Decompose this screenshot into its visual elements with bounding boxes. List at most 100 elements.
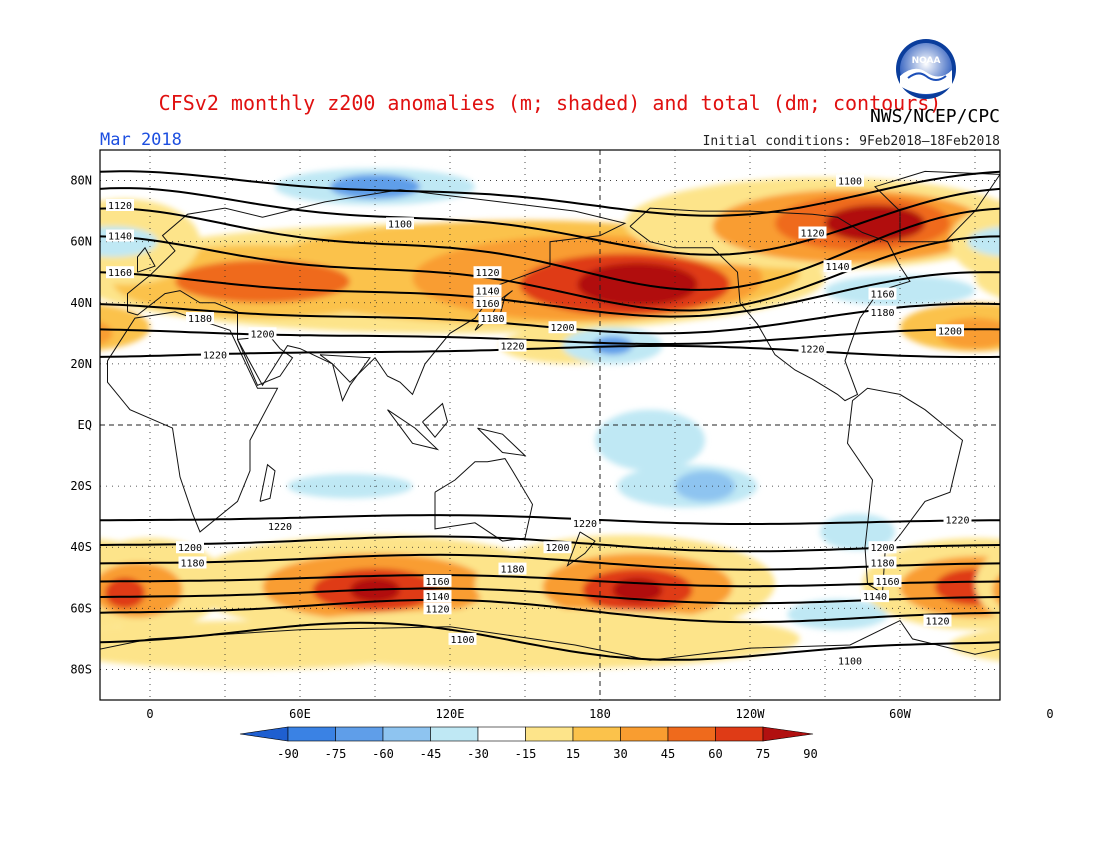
svg-text:1220: 1220 xyxy=(945,516,969,527)
svg-text:1200: 1200 xyxy=(545,543,569,554)
contour-label: 1180 xyxy=(178,556,207,570)
svg-text:1180: 1180 xyxy=(188,314,212,325)
height-contour xyxy=(100,207,1000,291)
colorbar-label: -45 xyxy=(420,747,442,761)
colorbar-arrow-right xyxy=(762,726,814,742)
coastline xyxy=(1008,312,1100,532)
contour-label: 1180 xyxy=(186,312,214,325)
colorbar-label: -75 xyxy=(325,747,347,761)
coastline xyxy=(477,427,527,457)
contour-label: 1140 xyxy=(106,229,134,243)
colorbar-label: 30 xyxy=(613,747,627,761)
colorbar-label: -90 xyxy=(277,747,299,761)
contour-label: 1100 xyxy=(448,632,477,646)
svg-text:1140: 1140 xyxy=(475,287,499,298)
height-contour xyxy=(100,170,1000,217)
coastline xyxy=(387,409,440,451)
coastline xyxy=(137,246,156,273)
anomaly-region xyxy=(675,470,735,502)
contour-label: 1160 xyxy=(473,296,502,310)
colorbar-swatch xyxy=(667,726,716,742)
contour-label: 1220 xyxy=(266,519,294,533)
coastline xyxy=(434,458,534,542)
svg-text:1160: 1160 xyxy=(875,577,899,588)
anomaly-region xyxy=(0,205,25,242)
longitude-label: 0 xyxy=(1046,707,1053,721)
svg-text:1120: 1120 xyxy=(425,604,449,615)
contour-label: 1200 xyxy=(176,541,204,554)
colorbar-label: 60 xyxy=(708,747,722,761)
latitude-label: 60S xyxy=(70,601,92,615)
contour-label: 1140 xyxy=(423,590,452,603)
colorbar-label: 15 xyxy=(566,747,580,761)
anomaly-region xyxy=(825,205,925,242)
contour-label: 1100 xyxy=(386,217,414,230)
svg-text:1120: 1120 xyxy=(925,617,949,628)
contour-label: 1200 xyxy=(248,327,277,340)
anomaly-region xyxy=(175,260,350,303)
coastline xyxy=(127,189,627,396)
contour-label: 1120 xyxy=(923,614,952,628)
latitude-label: 20S xyxy=(70,479,92,493)
contour-label: 1160 xyxy=(106,266,134,279)
coastline xyxy=(874,170,1000,243)
contour-label: 1200 xyxy=(548,321,577,334)
longitude-label: 60W xyxy=(889,707,911,721)
colorbar-swatch xyxy=(525,726,574,742)
longitude-labels: 0 60E 120E 180 120W 60W 0 xyxy=(146,707,1053,721)
contour-label: 1220 xyxy=(571,516,599,530)
anomaly-region xyxy=(100,304,150,351)
height-contour xyxy=(100,553,1000,571)
coastline xyxy=(1028,190,1100,395)
contour-label: 1120 xyxy=(798,226,827,240)
height-contour xyxy=(100,344,1000,358)
initial-conditions: Initial conditions: 9Feb2018–18Feb2018 xyxy=(703,134,1000,149)
contour-label: 1220 xyxy=(943,513,972,527)
contour-label: 1120 xyxy=(473,266,502,279)
latitude-label: 80S xyxy=(70,662,92,676)
anomaly-region xyxy=(287,473,413,499)
svg-text:1220: 1220 xyxy=(573,519,597,530)
svg-text:1180: 1180 xyxy=(480,314,504,325)
contour-label: 1180 xyxy=(868,556,897,570)
colorbar-swatch xyxy=(287,726,336,742)
contour-label: 1100 xyxy=(836,654,864,667)
svg-text:1200: 1200 xyxy=(550,323,574,334)
svg-text:1180: 1180 xyxy=(500,565,524,576)
contour-label: 1180 xyxy=(478,312,507,325)
colorbar: -90 -75 -60 -45 -30 -15 15 30 45 60 75 90 xyxy=(239,726,818,761)
colorbar-label: -15 xyxy=(515,747,537,761)
anomaly-region xyxy=(1005,578,1045,609)
anomaly-region xyxy=(105,577,145,609)
contour-label: 1220 xyxy=(798,342,827,356)
height-contour xyxy=(100,621,1000,661)
contour-label: 1200 xyxy=(543,541,572,554)
svg-text:1160: 1160 xyxy=(108,268,132,279)
height-contour xyxy=(100,598,1000,624)
svg-text:1220: 1220 xyxy=(800,345,824,356)
contour-label: 1120 xyxy=(106,199,134,212)
height-contours xyxy=(100,170,1000,661)
noaa-logo-text: NOAA xyxy=(912,56,941,66)
contour-label: 1160 xyxy=(868,287,897,301)
svg-text:1220: 1220 xyxy=(500,342,524,353)
longitude-label: 60E xyxy=(289,707,311,721)
latitude-label: 60N xyxy=(70,235,92,249)
svg-text:1160: 1160 xyxy=(425,577,449,588)
contour-label: 1220 xyxy=(498,339,527,353)
colorbar-swatch xyxy=(430,726,479,742)
colorbar-label: 45 xyxy=(661,747,675,761)
colorbar-label: 75 xyxy=(756,747,770,761)
colorbar-arrow-left xyxy=(239,726,289,742)
height-contour xyxy=(100,271,1000,318)
anomaly-region xyxy=(967,226,1000,257)
colorbar-swatch xyxy=(382,726,431,742)
latitude-label: EQ xyxy=(78,418,92,432)
longitude-label: 120E xyxy=(436,707,465,721)
svg-text:1160: 1160 xyxy=(870,290,894,301)
colorbar-label: -60 xyxy=(372,747,394,761)
svg-text:1180: 1180 xyxy=(870,308,894,319)
contour-label: 1140 xyxy=(473,284,502,298)
anomaly-region xyxy=(825,275,975,306)
anomaly-region xyxy=(975,549,1000,619)
